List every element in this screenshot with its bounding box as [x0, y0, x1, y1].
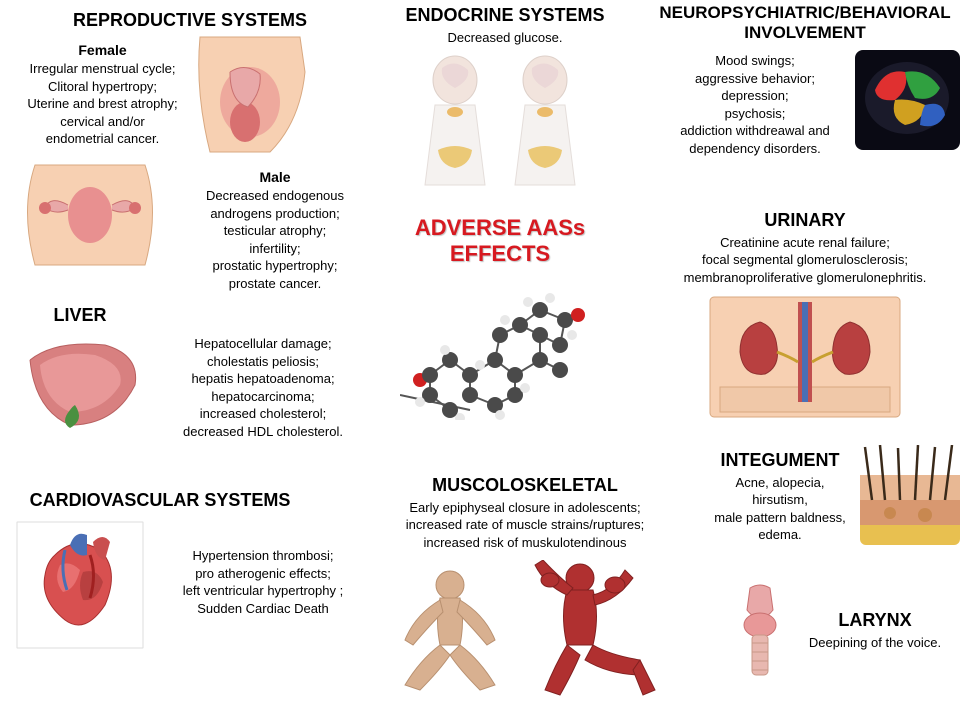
brain-illustration — [855, 50, 960, 150]
reproductive-section: REPRODUCTIVE SYSTEMS — [10, 10, 370, 32]
integument-title: INTEGUMENT — [700, 450, 860, 472]
larynx-text: Deepining of the voice. — [790, 634, 960, 652]
kidney-illustration — [705, 292, 905, 422]
urinary-title: URINARY — [655, 210, 955, 232]
muscle-illustration — [385, 560, 675, 700]
liver-text: Hepatocellular damage; cholestatis pelio… — [158, 335, 368, 440]
urinary-text: Creatinine acute renal failure; focal se… — [655, 234, 955, 287]
liver-title: LIVER — [20, 305, 140, 327]
reproductive-male: Male Decreased endogenous androgens prod… — [180, 165, 370, 292]
musculo-text: Early epiphyseal closure in adolescents;… — [365, 499, 685, 552]
larynx-section: LARYNX Deepining of the voice. — [790, 610, 960, 651]
neuro-body: Mood swings; aggressive behavior; depres… — [655, 50, 855, 157]
urinary-section: URINARY Creatinine acute renal failure; … — [655, 210, 955, 286]
center-title-line2: EFFECTS — [400, 241, 600, 267]
female-anatomy-illustration — [10, 160, 170, 270]
reproductive-male-label: Male — [180, 169, 370, 185]
musculo-title: MUSCOLOSKELETAL — [365, 475, 685, 497]
endocrine-section: ENDOCRINE SYSTEMS Decreased glucose. — [375, 5, 635, 46]
integument-text: Acne, alopecia, hirsutism, male pattern … — [700, 474, 860, 544]
liver-section: LIVER — [20, 305, 140, 327]
larynx-title: LARYNX — [790, 610, 960, 632]
reproductive-title: REPRODUCTIVE SYSTEMS — [10, 10, 370, 32]
larynx-illustration — [725, 580, 795, 680]
center-title-line1: ADVERSE AASs — [400, 215, 600, 241]
cardio-section: CARDIOVASCULAR SYSTEMS — [10, 490, 310, 512]
cardio-text: Hypertension thrombosi; pro atherogenic … — [148, 547, 378, 617]
musculo-section: MUSCOLOSKELETAL Early epiphyseal closure… — [365, 475, 685, 551]
male-anatomy-illustration — [190, 32, 340, 162]
molecule-illustration — [400, 280, 600, 420]
endocrine-title: ENDOCRINE SYSTEMS — [375, 5, 635, 27]
reproductive-female: Female Irregular menstrual cycle; Clitor… — [15, 38, 190, 148]
cardio-body: Hypertension thrombosi; pro atherogenic … — [148, 545, 378, 617]
liver-body: Hepatocellular damage; cholestatis pelio… — [158, 333, 368, 440]
reproductive-female-text: Irregular menstrual cycle; Clitoral hype… — [15, 60, 190, 148]
cardio-title: CARDIOVASCULAR SYSTEMS — [10, 490, 310, 512]
reproductive-female-label: Female — [15, 42, 190, 58]
skin-illustration — [860, 445, 960, 545]
reproductive-male-text: Decreased endogenous androgens productio… — [180, 187, 370, 292]
endocrine-illustration — [400, 50, 600, 200]
neuro-title: NEUROPSYCHIATRIC/BEHAVIORAL INVOLVEMENT — [650, 3, 960, 44]
neuro-section: NEUROPSYCHIATRIC/BEHAVIORAL INVOLVEMENT — [650, 3, 960, 44]
liver-illustration — [15, 330, 155, 440]
heart-illustration — [15, 520, 145, 650]
center-title: ADVERSE AASs EFFECTS — [400, 215, 600, 268]
endocrine-text: Decreased glucose. — [375, 29, 635, 47]
integument-section: INTEGUMENT Acne, alopecia, hirsutism, ma… — [700, 450, 860, 544]
neuro-text: Mood swings; aggressive behavior; depres… — [655, 52, 855, 157]
